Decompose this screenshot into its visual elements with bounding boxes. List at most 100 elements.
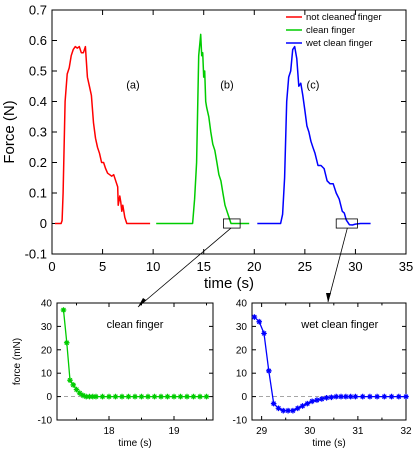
y-tick-label: 10 — [236, 369, 248, 380]
connector-arrowhead-wet — [326, 293, 331, 302]
x-tick-label: 30 — [304, 426, 316, 437]
y-tick-label: -0.1 — [25, 247, 47, 262]
series-line-1 — [156, 33, 250, 225]
data-point-marker — [304, 400, 311, 407]
data-point-marker — [388, 393, 395, 400]
inset-wet-clean-finger-chart: -10 0 10 20 30 40 29 30 31 32 time (s) wet clean fi… — [233, 299, 412, 449]
data-point-marker — [367, 393, 373, 400]
data-point-marker — [256, 318, 263, 325]
x-tick-label: 18 — [103, 426, 115, 437]
connector-arrowhead-clean — [138, 298, 146, 307]
data-point-marker — [318, 396, 325, 402]
x-tick-label: 25 — [298, 259, 312, 274]
data-point-marker — [151, 393, 158, 400]
data-point-marker — [374, 393, 380, 400]
data-point-marker — [251, 314, 258, 320]
x-axis-label: time (s) — [312, 438, 345, 449]
legend: not cleaned finger clean finger wet clean … — [286, 12, 382, 49]
y-tick-label: 0.1 — [29, 186, 47, 201]
x-tick-label: 31 — [352, 426, 364, 437]
y-tick-label: 40 — [236, 299, 248, 310]
data-point-marker — [343, 393, 349, 400]
zoom-box-clean — [223, 218, 241, 229]
y-tick-label: 0.6 — [29, 33, 47, 48]
plot-frame — [56, 302, 214, 421]
y-tick-label: 10 — [41, 369, 53, 380]
data-point-marker — [138, 393, 145, 400]
data-point-marker — [93, 393, 99, 400]
data-point-marker — [338, 393, 344, 400]
y-tick-label: 0.7 — [29, 3, 47, 18]
data-point-marker — [158, 393, 164, 400]
data-point-marker — [67, 377, 73, 384]
data-point-marker — [125, 393, 132, 400]
y-tick-label: 0.5 — [29, 64, 47, 79]
data-point-marker — [359, 393, 366, 400]
y-tick-label: 20 — [236, 345, 248, 356]
legend-label: clean finger — [306, 25, 355, 36]
x-tick-label: 29 — [256, 426, 268, 437]
data-point-marker — [314, 397, 320, 403]
data-point-marker — [328, 394, 335, 401]
data-point-marker — [63, 339, 70, 346]
data-point-marker — [86, 393, 93, 400]
x-tick-label: 10 — [146, 259, 160, 274]
data-point-marker — [190, 393, 197, 400]
zoom-connectors — [137, 227, 348, 308]
inset-clean-finger-chart: -10 0 10 20 30 40 18 19 time (s) force (mN) clean … — [12, 299, 214, 449]
panel-annotation: (b) — [220, 79, 233, 91]
data-point-marker — [197, 393, 203, 400]
panel-annotation: (a) — [126, 79, 139, 91]
y-tick-label: -10 — [38, 416, 53, 427]
data-point-marker — [119, 393, 125, 400]
data-point-marker — [270, 400, 277, 407]
data-point-marker — [333, 393, 340, 400]
data-point-marker — [203, 393, 210, 400]
connector-line-wet — [327, 227, 348, 303]
y-tick-label: 0.2 — [29, 155, 47, 170]
data-point-marker — [73, 386, 80, 393]
data-point-marker — [347, 393, 354, 400]
data-point-marker — [323, 394, 330, 401]
data-point-marker — [106, 393, 112, 400]
data-point-marker — [381, 393, 388, 400]
data-point-marker — [89, 393, 96, 400]
data-point-marker — [76, 390, 83, 396]
data-point-marker — [184, 393, 190, 400]
x-tick-label: 30 — [348, 259, 362, 274]
data-point-marker — [112, 393, 119, 400]
data-point-marker — [171, 393, 177, 400]
y-tick-label: 0.3 — [29, 125, 47, 140]
y-tick-label: 0 — [40, 216, 47, 231]
inset-title: wet clean finger — [300, 319, 378, 331]
connector-line-clean — [137, 227, 232, 308]
y-tick-label: -10 — [233, 416, 248, 427]
y-axis-label: Force (N) — [1, 100, 18, 163]
y-tick-label: 0.4 — [29, 94, 47, 109]
data-point-marker — [352, 393, 359, 400]
x-axis-label: time (s) — [204, 275, 254, 292]
main-force-chart: -0.100.10.20.30.40.50.60.70 5 10 15 20 25 30 35… — [1, 3, 413, 292]
x-tick-label: 20 — [247, 259, 261, 274]
series-line-0 — [55, 45, 151, 225]
data-point-marker — [177, 393, 184, 400]
data-point-marker — [83, 393, 90, 400]
series-line-2 — [257, 45, 371, 226]
data-point-marker — [290, 407, 296, 414]
data-point-marker — [70, 382, 77, 388]
plot-frame — [251, 302, 407, 421]
x-tick-label: 19 — [168, 426, 180, 437]
data-point-marker — [261, 330, 267, 337]
data-point-marker — [266, 368, 272, 374]
panel-annotation: (c) — [307, 79, 320, 91]
data-point-marker — [60, 307, 67, 313]
data-point-marker — [285, 407, 291, 414]
x-tick-label: 0 — [48, 259, 55, 274]
data-point-marker — [294, 405, 301, 412]
data-point-marker — [132, 393, 138, 400]
data-point-marker — [395, 393, 402, 400]
zoom-box-wet — [335, 218, 358, 229]
legend-label: not cleaned finger — [306, 12, 382, 23]
data-point-marker — [275, 405, 282, 412]
